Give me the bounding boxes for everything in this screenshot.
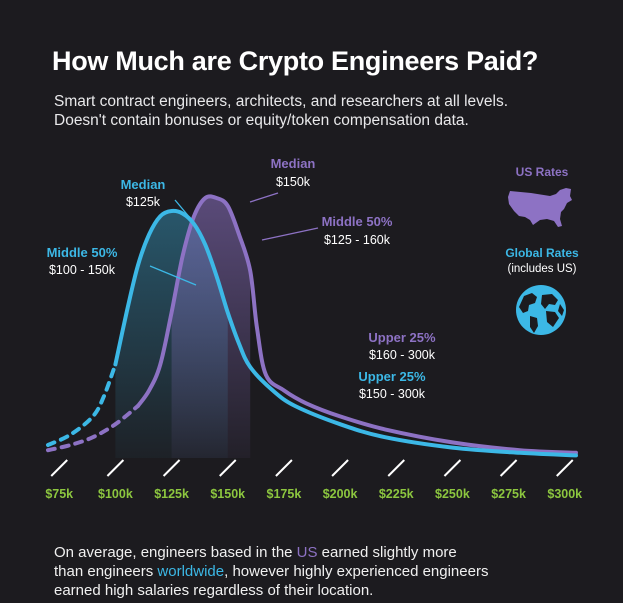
global-middle-title: Middle 50% [47,245,118,260]
us-middle-50-band [171,196,251,458]
subtitle-line-2: Doesn't contain bonuses or equity/token … [54,112,469,129]
us-curve-dashed [46,404,140,453]
global-curve [113,208,578,458]
us-median-title: Median [271,156,316,171]
x-tick-mark [443,459,462,477]
x-tick-mark [556,459,574,477]
x-tick-label: $125k [154,487,189,501]
us-upper-title: Upper 25% [368,330,436,345]
subtitle-line-1: Smart contract engineers, architects, an… [54,93,509,110]
global-median-title: Median [121,177,166,192]
x-tick-mark [219,459,237,477]
x-tick-label: $100k [98,487,133,501]
us-upper-label: Upper 25% $160 - 300k [368,330,436,362]
legend-us: US Rates [508,165,572,227]
global-middle-value: $100 - 150k [49,263,116,277]
footer-line-3: earned high salaries regardless of their… [54,582,374,599]
global-upper-value: $150 - 300k [359,387,426,401]
footer-text-2: earned slightly more [317,544,457,561]
leader-global-median [174,199,197,226]
us-middle-label: Middle 50% $125 - 160k [322,214,393,247]
us-middle-value: $125 - 160k [324,233,391,247]
x-tick-mark [331,459,349,477]
page-title: How Much are Crypto Engineers Paid? [52,46,539,76]
global-median-label: Median $125k [121,177,166,209]
footer-text-4: , however highly experienced engineers [224,563,489,580]
x-tick-label: $300k [547,487,582,501]
footer-worldwide-word: worldwide [157,563,225,580]
legend-global-title: Global Rates [505,246,579,260]
us-upper-value: $160 - 300k [369,348,436,362]
global-middle-label: Middle 50% $100 - 150k [47,245,118,277]
x-tick-mark [162,459,181,477]
x-tick-label: $250k [435,487,470,501]
leader-us-median [249,192,279,203]
x-tick-mark [50,459,68,477]
legend-us-title: US Rates [516,165,569,179]
x-tick-mark [387,459,405,477]
footer-line-1: On average, engineers based in the US ea… [54,543,488,562]
x-tick-label: $75k [45,487,73,501]
leader-global-middle [149,265,197,286]
subtitle: Smart contract engineers, architects, an… [54,92,508,130]
footer-note: On average, engineers based in the US ea… [54,543,488,600]
globe-icon [516,285,566,335]
x-tick-mark [106,459,125,477]
x-axis: $75k $100k $125k $150k $175k $200k $225k $250k $… [45,459,582,501]
footer-line-2: than engineers worldwide, however highly… [54,562,488,581]
x-tick-mark [275,459,293,477]
global-median-value: $125k [126,195,161,209]
us-median-label: Median $150k [271,156,316,189]
legend-global-note: (includes US) [507,263,576,275]
leader-us-middle [261,227,319,241]
x-tick-label: $225k [379,487,414,501]
usa-map-icon [508,188,572,227]
footer-text-1: On average, engineers based in the [54,544,297,561]
x-tick-label: $175k [267,487,302,501]
us-median-value: $150k [276,175,311,189]
x-tick-label: $275k [491,487,526,501]
global-upper-title: Upper 25% [358,369,426,384]
footer-text-3: than engineers [54,563,158,580]
legend-global: Global Rates (includes US) [505,246,579,335]
x-tick-mark [499,459,518,477]
us-middle-title: Middle 50% [322,214,393,229]
global-middle-50-band [115,210,228,458]
global-curve-dashed [46,362,118,447]
us-curve [135,194,578,455]
footer-us-word: US [296,544,318,561]
x-tick-label: $150k [210,487,245,501]
x-tick-label: $200k [323,487,358,501]
global-upper-label: Upper 25% $150 - 300k [358,369,426,401]
